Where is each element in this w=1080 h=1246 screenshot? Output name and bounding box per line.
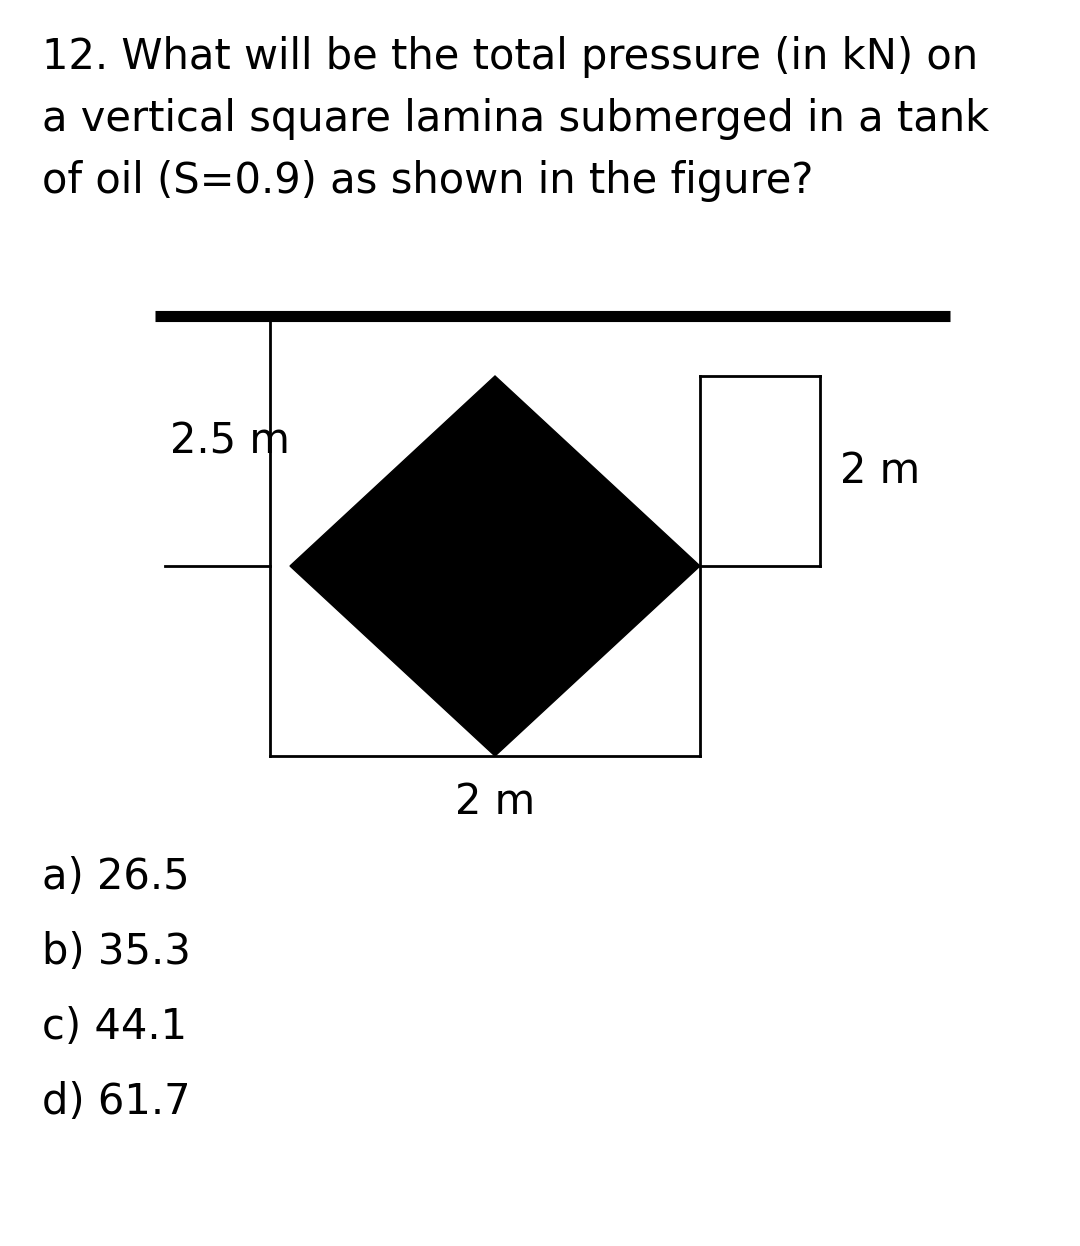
Polygon shape [291, 376, 700, 756]
Text: 12. What will be the total pressure (in kN) on
a vertical square lamina submerge: 12. What will be the total pressure (in … [42, 36, 989, 202]
Text: d) 61.7: d) 61.7 [42, 1082, 190, 1123]
Text: 2 m: 2 m [840, 450, 920, 492]
Text: 2 m: 2 m [455, 781, 535, 824]
Text: a) 26.5: a) 26.5 [42, 856, 190, 898]
Text: 2.5 m: 2.5 m [170, 420, 289, 462]
Text: b) 35.3: b) 35.3 [42, 931, 191, 973]
Text: c) 44.1: c) 44.1 [42, 1006, 187, 1048]
